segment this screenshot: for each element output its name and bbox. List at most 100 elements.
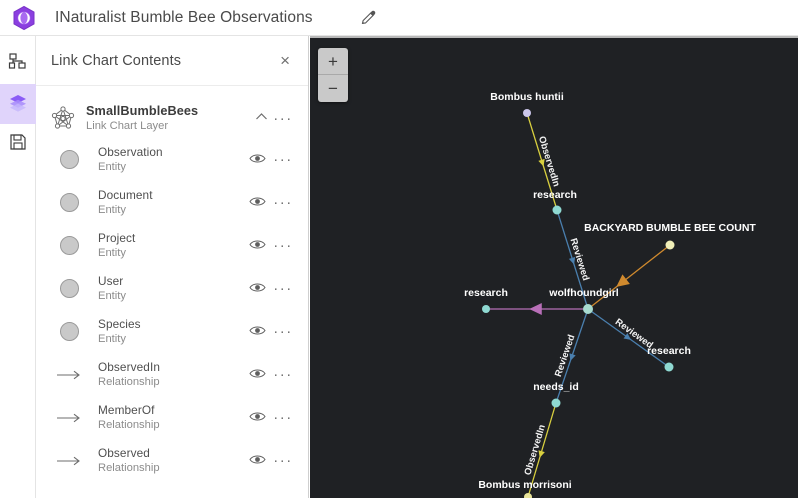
list-item-label: Observed bbox=[98, 446, 150, 460]
visibility-eye-icon[interactable] bbox=[244, 280, 270, 298]
list-item-label: Observation bbox=[98, 145, 163, 159]
list-item-text: MemberOf Relationship bbox=[98, 403, 244, 432]
list-item[interactable]: ObservedIn Relationship ··· bbox=[36, 353, 308, 396]
list-item-type: Relationship bbox=[98, 419, 160, 431]
graph-edge-arrowhead bbox=[529, 302, 542, 316]
list-item[interactable]: Observed Relationship ··· bbox=[36, 439, 308, 482]
layer-options-button[interactable]: ··· bbox=[273, 109, 293, 127]
panel-header: Link Chart Contents × bbox=[36, 36, 308, 86]
graph-edge[interactable] bbox=[587, 244, 671, 310]
list-item-label: Project bbox=[98, 231, 136, 245]
graph-node-label: Bombus huntii bbox=[490, 91, 564, 103]
graph-edge-arrowhead bbox=[538, 450, 545, 458]
list-item-text: User Entity bbox=[98, 274, 244, 303]
list-item-options-button[interactable]: ··· bbox=[273, 323, 293, 340]
graph-node-label: Bombus morrisoni bbox=[478, 479, 571, 491]
list-item-options-button[interactable]: ··· bbox=[273, 409, 293, 426]
link-chart-canvas[interactable]: + − ObservedIn Reviewed Reviewed Reviewed Ob… bbox=[310, 36, 798, 498]
network-graph[interactable]: ObservedInReviewedReviewedReviewedObserv… bbox=[310, 36, 798, 498]
list-item[interactable]: Species Entity ··· bbox=[36, 310, 308, 353]
list-item-options-button[interactable]: ··· bbox=[273, 151, 293, 168]
zoom-out-button[interactable]: − bbox=[328, 79, 338, 98]
rail-item-layers[interactable] bbox=[0, 84, 36, 124]
pencil-icon[interactable] bbox=[359, 9, 377, 27]
left-icon-rail bbox=[0, 36, 36, 498]
entity-circle-icon bbox=[50, 236, 88, 255]
visibility-eye-icon[interactable] bbox=[244, 323, 270, 341]
graph-node-label: research bbox=[647, 345, 691, 357]
page-title: INaturalist Bumble Bee Observations bbox=[55, 8, 313, 26]
list-item-options-button[interactable]: ··· bbox=[273, 280, 293, 297]
graph-edge[interactable] bbox=[527, 402, 557, 498]
list-item[interactable]: Project Entity ··· bbox=[36, 224, 308, 267]
entity-circle-swatch bbox=[59, 322, 79, 341]
layer-row[interactable]: SmallBumbleBees Link Chart Layer ··· bbox=[36, 98, 308, 138]
graph-edge-arrowhead bbox=[616, 274, 630, 287]
graph-node-label: needs_id bbox=[533, 381, 579, 393]
list-item-type: Entity bbox=[98, 333, 126, 345]
graph-node[interactable] bbox=[665, 240, 675, 250]
list-item-text: Document Entity bbox=[98, 188, 244, 217]
list-item[interactable]: Observation Entity ··· bbox=[36, 138, 308, 181]
graph-node-label: BACKYARD BUMBLE BEE COUNT bbox=[584, 222, 756, 234]
graph-node[interactable] bbox=[523, 109, 531, 117]
link-chart-icon bbox=[8, 52, 27, 76]
link-chart-contents-panel: Link Chart Contents × bbox=[36, 36, 309, 498]
graph-node[interactable] bbox=[551, 398, 561, 408]
graph-edge-arrowhead bbox=[569, 353, 576, 361]
visibility-eye-icon[interactable] bbox=[244, 366, 270, 384]
layer-name: SmallBumbleBees bbox=[86, 103, 199, 118]
list-item-type: Entity bbox=[98, 161, 126, 173]
list-item-type: Relationship bbox=[98, 376, 160, 388]
graph-edge-arrowhead bbox=[538, 158, 545, 167]
rail-item-save[interactable] bbox=[0, 124, 36, 164]
list-item-type: Entity bbox=[98, 247, 126, 259]
list-item[interactable]: Document Entity ··· bbox=[36, 181, 308, 224]
relationship-arrow-icon bbox=[50, 369, 88, 381]
list-item-text: Observation Entity bbox=[98, 145, 244, 174]
close-icon[interactable]: × bbox=[280, 51, 290, 70]
list-item-text: Species Entity bbox=[98, 317, 244, 346]
list-item-label: MemberOf bbox=[98, 403, 155, 417]
graph-edge-arrowhead bbox=[568, 256, 576, 265]
list-item[interactable]: MemberOf Relationship ··· bbox=[36, 396, 308, 439]
relationship-arrow-icon bbox=[50, 412, 88, 424]
list-item-options-button[interactable]: ··· bbox=[273, 452, 293, 469]
list-item-text: ObservedIn Relationship bbox=[98, 360, 244, 389]
graph-node[interactable] bbox=[583, 304, 593, 314]
canvas-top-edge bbox=[310, 36, 798, 38]
graph-edge-label: ObservedIn bbox=[522, 423, 548, 476]
entity-circle-swatch bbox=[59, 150, 79, 169]
zoom-in-button[interactable]: + bbox=[318, 48, 348, 75]
graph-node-label: wolfhoundgirl bbox=[548, 287, 618, 299]
list-item-options-button[interactable]: ··· bbox=[273, 366, 293, 383]
graph-node[interactable] bbox=[552, 205, 562, 215]
graph-edge-arrowhead bbox=[623, 333, 632, 340]
graph-node[interactable] bbox=[524, 493, 532, 498]
zoom-controls: + − bbox=[318, 48, 348, 102]
rail-item-link-chart[interactable] bbox=[0, 44, 36, 84]
visibility-eye-icon[interactable] bbox=[244, 151, 270, 169]
list-item-options-button[interactable]: ··· bbox=[273, 194, 293, 211]
entity-circle-icon bbox=[50, 279, 88, 298]
graph-edges bbox=[486, 112, 671, 498]
chevron-up-icon[interactable] bbox=[252, 112, 270, 124]
graph-node[interactable] bbox=[664, 362, 674, 372]
top-bar: INaturalist Bumble Bee Observations bbox=[0, 0, 798, 36]
list-item-options-button[interactable]: ··· bbox=[273, 237, 293, 254]
layer-item-list: Observation Entity ··· Document Entity ··· Pro… bbox=[36, 138, 308, 482]
arcgis-hexagon-logo-icon[interactable] bbox=[11, 5, 37, 31]
list-item-text: Project Entity bbox=[98, 231, 244, 260]
graph-node[interactable] bbox=[482, 305, 490, 313]
entity-circle-icon bbox=[50, 322, 88, 341]
visibility-eye-icon[interactable] bbox=[244, 409, 270, 427]
visibility-eye-icon[interactable] bbox=[244, 194, 270, 212]
list-item-label: User bbox=[98, 274, 124, 288]
list-item-label: Species bbox=[98, 317, 141, 331]
visibility-eye-icon[interactable] bbox=[244, 452, 270, 470]
graph-node-label: research bbox=[464, 287, 508, 299]
list-item[interactable]: User Entity ··· bbox=[36, 267, 308, 310]
visibility-eye-icon[interactable] bbox=[244, 237, 270, 255]
list-item-type: Entity bbox=[98, 204, 126, 216]
